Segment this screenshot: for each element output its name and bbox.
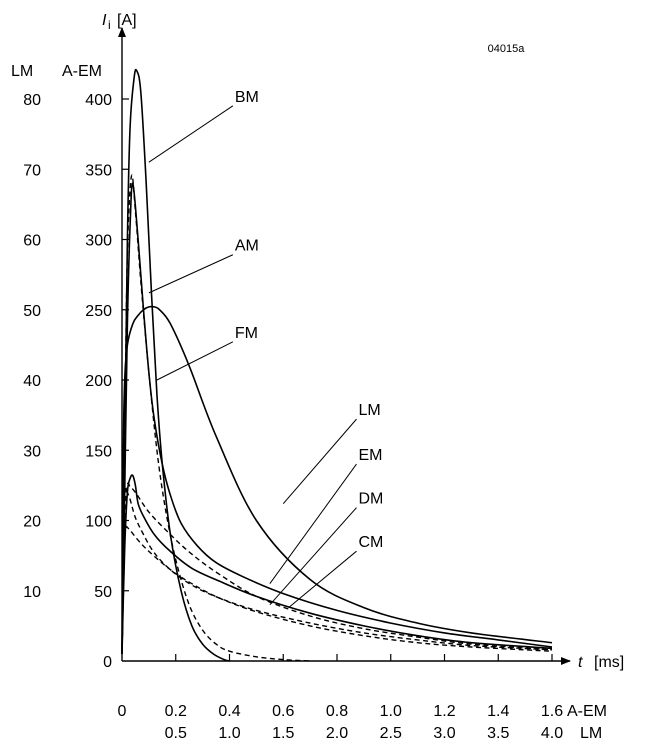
series-line-fm — [121, 305, 553, 655]
annotation-leader-lm — [282, 418, 357, 504]
x-tick-label-aem: 1.4 — [487, 703, 509, 720]
annotation-label-dm: DM — [359, 491, 384, 508]
y-tick-label-lm: 30 — [23, 443, 41, 460]
series-line-em — [121, 482, 553, 655]
x-tick-label-aem: 0.6 — [272, 703, 294, 720]
y-tick-labels: 0 50 10 100 20 150 30 200 40 250 50 300 60 350 70 400 80 — [23, 92, 129, 671]
y-axis-title: I i [A] — [102, 12, 137, 32]
x-tick-label-aem: 0.8 — [326, 703, 348, 720]
series-line-lm — [121, 474, 553, 655]
x-axis-unit: [ms] — [594, 654, 624, 671]
y-tick-label-aem: 150 — [85, 443, 112, 460]
series-line-cm — [121, 487, 553, 655]
y-tick-label-aem: 350 — [85, 162, 112, 179]
series-line-dm — [121, 525, 553, 655]
x-tick-label-lm: 2.5 — [380, 725, 402, 742]
x-scale-aem-header: A-EM — [567, 703, 607, 720]
series-lines — [121, 68, 553, 662]
x-tick-labels: 0 0.2 0.5 0.4 1.0 0.6 1.5 0.8 2.0 1.0 2.5 1.2 3.0 1.4… — [118, 654, 563, 742]
annotation-leader-em — [269, 463, 357, 585]
x-tick-label-aem: 0.2 — [165, 703, 187, 720]
annotation-leader-cm — [288, 550, 357, 608]
annotation-leader-dm — [269, 507, 357, 606]
y-tick-label-aem: 250 — [85, 303, 112, 320]
y-tick-label-lm: 50 — [23, 303, 41, 320]
x-tick-label-aem: 1.0 — [380, 703, 402, 720]
annotation-label-cm: CM — [359, 534, 384, 551]
y-tick-label-lm: 60 — [23, 233, 41, 250]
series-line-am-a-em-dashed — [121, 174, 311, 662]
y-tick-label-aem: 50 — [94, 584, 112, 601]
series-line-bm — [121, 68, 230, 662]
x-tick-label-aem: 1.6 — [541, 703, 563, 720]
annotation-leader-fm — [156, 341, 234, 381]
y-tick-label-lm: 10 — [23, 584, 41, 601]
y-axis-subscript: i — [108, 18, 111, 32]
y-scale-lm-header: LM — [11, 63, 33, 80]
x-tick-label-lm: 2.0 — [326, 725, 348, 742]
x-tick-label-lm: 1.0 — [218, 725, 240, 742]
x-tick-label-aem: 1.2 — [433, 703, 455, 720]
figure-reference-code: 04015a — [488, 43, 526, 55]
y-tick-label-aem: 300 — [85, 233, 112, 250]
y-tick-label-aem: 0 — [103, 654, 112, 671]
y-tick-label-aem: 200 — [85, 373, 112, 390]
annotation-label-lm: LM — [359, 402, 381, 419]
x-tick-label-lm: 3.5 — [487, 725, 509, 742]
x-axis-title: t [ms] — [578, 654, 624, 671]
annotation-leader-am — [148, 254, 234, 294]
x-tick-label-aem: 0 — [118, 703, 127, 720]
y-scale-aem-header: A-EM — [62, 63, 102, 80]
x-tick-label-lm: 0.5 — [165, 725, 187, 742]
x-scale-lm-header: LM — [580, 725, 602, 742]
y-tick-label-lm: 80 — [23, 92, 41, 109]
x-tick-label-lm: 4.0 — [541, 725, 563, 742]
annotation-label-fm: FM — [235, 325, 258, 342]
y-axis-unit: [A] — [117, 12, 137, 29]
x-axis-symbol: t — [578, 654, 583, 671]
x-tick-label-aem: 0.4 — [218, 703, 240, 720]
y-axis-symbol: I — [102, 12, 107, 29]
x-tick-label-lm: 3.0 — [433, 725, 455, 742]
y-tick-label-aem: 100 — [85, 514, 112, 531]
y-tick-label-lm: 40 — [23, 373, 41, 390]
y-tick-label-aem: 400 — [85, 92, 112, 109]
annotation-label-em: EM — [359, 447, 383, 464]
y-tick-label-lm: 20 — [23, 514, 41, 531]
series-line-am — [121, 182, 553, 655]
y-tick-label-lm: 70 — [23, 162, 41, 179]
annotation-label-am: AM — [235, 238, 259, 255]
x-tick-label-lm: 1.5 — [272, 725, 294, 742]
annotation-leader-bm — [148, 105, 234, 163]
annotation-label-bm: BM — [235, 89, 259, 106]
series-annotations: BM AM FM LM EM DM CM — [148, 89, 384, 608]
